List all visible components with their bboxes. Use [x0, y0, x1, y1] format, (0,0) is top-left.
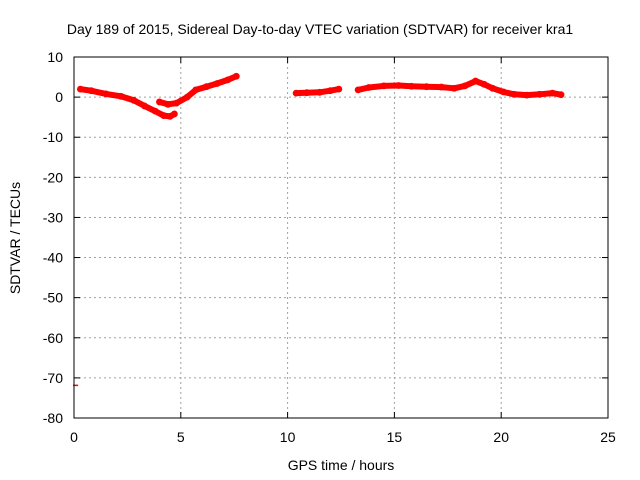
data-series: [73, 72, 565, 387]
x-axis-label: GPS time / hours: [288, 457, 395, 473]
series-outlier: [73, 384, 79, 387]
data-point: [326, 87, 334, 95]
data-point: [557, 91, 565, 99]
x-tick-label: 0: [70, 429, 78, 445]
data-point: [335, 85, 343, 93]
y-tick-label: 10: [47, 49, 63, 65]
data-point: [437, 83, 445, 91]
data-point: [292, 89, 300, 97]
data-point: [423, 83, 430, 91]
data-point: [77, 85, 84, 93]
data-point: [316, 88, 324, 96]
data-point: [117, 92, 125, 100]
data-point: [489, 84, 497, 92]
data-point: [408, 82, 415, 90]
data-point: [354, 86, 362, 94]
series-sat-d: [354, 77, 565, 99]
chart-title: Day 189 of 2015, Sidereal Day-to-day VTE…: [67, 21, 573, 37]
y-tick-label: 0: [55, 89, 63, 105]
data-point: [183, 93, 191, 101]
series-sat-b: [156, 72, 240, 108]
data-point: [170, 110, 178, 118]
x-tick-label: 5: [177, 429, 185, 445]
data-point: [87, 87, 95, 95]
x-tick-label: 20: [493, 429, 509, 445]
y-tick-label: -50: [43, 290, 63, 306]
y-axis-label: SDTVAR / TECUs: [7, 182, 23, 294]
data-point: [499, 88, 507, 96]
data-point: [549, 89, 556, 97]
y-tick-label: -20: [43, 169, 63, 185]
y-tick-label: -70: [43, 370, 63, 386]
data-point: [472, 77, 479, 85]
y-tick-label: -40: [43, 250, 63, 266]
y-tick-label: -80: [43, 410, 63, 426]
y-tick-label: -10: [43, 129, 63, 145]
data-point: [232, 72, 240, 80]
data-point: [450, 84, 458, 92]
y-tick-label: -60: [43, 330, 63, 346]
series-line: [355, 78, 564, 99]
y-tick-label: -30: [43, 209, 63, 225]
data-point: [141, 102, 148, 110]
x-tick-label: 10: [280, 429, 296, 445]
data-point: [224, 76, 232, 84]
plot-frame: [73, 56, 609, 419]
data-point: [160, 112, 168, 119]
data-point: [173, 99, 180, 107]
x-tick-label: 15: [387, 429, 403, 445]
data-point: [480, 80, 488, 88]
data-point: [536, 90, 544, 98]
data-point: [365, 84, 373, 91]
data-point: [203, 83, 210, 91]
data-point: [102, 90, 110, 98]
data-point: [73, 384, 79, 387]
data-point: [151, 107, 159, 115]
data-point: [213, 80, 221, 87]
data-point: [164, 100, 172, 108]
data-point: [523, 91, 531, 99]
data-point: [510, 90, 518, 98]
data-point: [303, 89, 311, 97]
data-point: [380, 82, 388, 90]
x-axis: 0 5 10 15 20 25: [70, 57, 616, 445]
x-tick-label: 25: [600, 429, 616, 445]
series-sat-a: [77, 85, 178, 120]
data-point: [130, 96, 138, 104]
y-axis: 10 0 -10 -20 -30 -40 -50 -60 -70 -80: [43, 49, 608, 426]
data-point: [461, 82, 469, 90]
data-point: [395, 82, 403, 89]
data-point: [156, 98, 163, 106]
data-point: [192, 86, 200, 94]
series-sat-c: [292, 85, 343, 97]
